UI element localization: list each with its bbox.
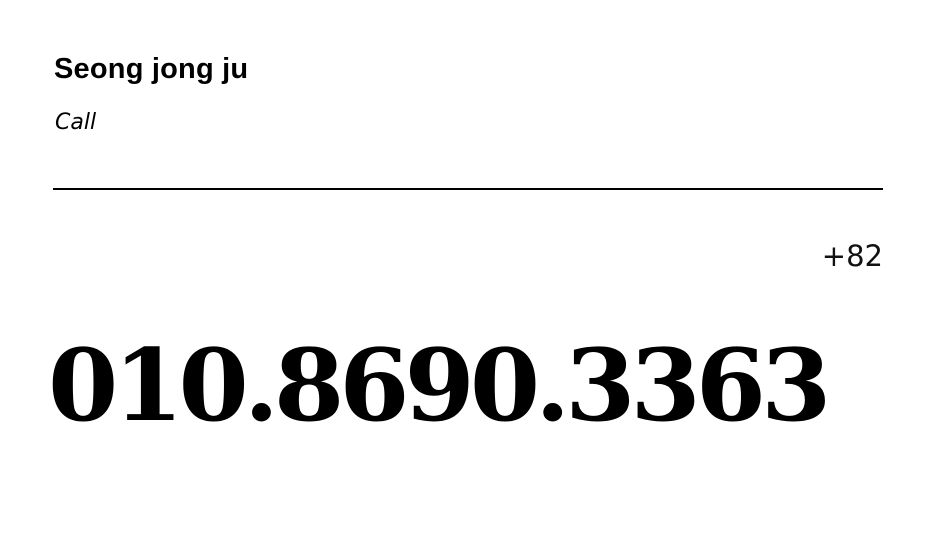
country-code: +82	[821, 239, 883, 273]
divider	[53, 188, 883, 190]
contact-label: Call	[55, 110, 97, 135]
contact-name: Seong jong ju	[54, 53, 249, 85]
phone-number[interactable]: 010.8690.3363	[48, 326, 831, 444]
